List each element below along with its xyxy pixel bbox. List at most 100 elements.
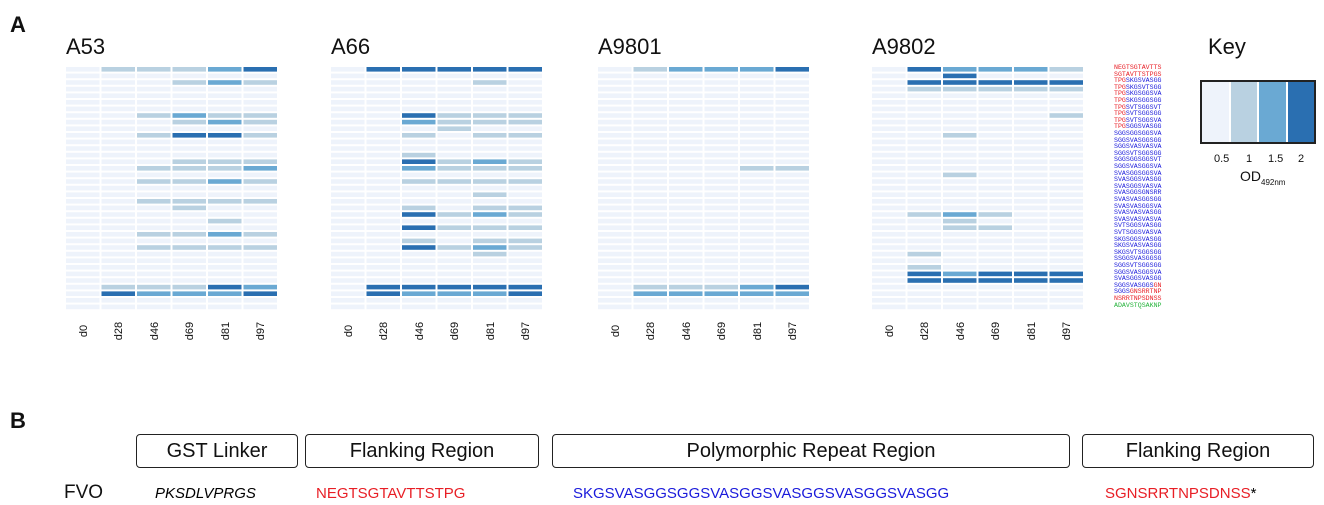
heatmap-cell <box>331 159 365 164</box>
heatmap-cell <box>437 100 471 105</box>
heatmap-cell <box>872 185 906 191</box>
peptide-label: SVASVASGGSVA <box>1114 202 1162 210</box>
heatmap-cell <box>508 119 542 125</box>
heatmap-cell <box>366 278 400 283</box>
heatmap-cell <box>907 205 941 211</box>
x-tick-label: d46 <box>680 321 693 341</box>
heatmap-cell <box>775 205 809 211</box>
box-flanking-region-2: Flanking Region <box>1082 434 1314 468</box>
heatmap-cell <box>473 80 507 85</box>
heatmap-cell <box>473 166 507 171</box>
heatmap-cell <box>366 304 400 310</box>
heatmap-cell <box>243 93 277 98</box>
heatmap-cell <box>1014 100 1048 105</box>
heatmap-cell <box>437 119 471 125</box>
peptide-label: SGGSGGSGGSVA <box>1114 130 1162 137</box>
heatmap-cell <box>473 199 507 204</box>
heatmap-cell <box>598 212 632 217</box>
heatmap-cell <box>208 238 242 244</box>
heatmap-cell <box>473 265 507 270</box>
heatmap-cell <box>402 251 436 257</box>
heatmap-cell <box>243 166 277 171</box>
heatmap-cell <box>137 80 171 85</box>
heatmap-cell <box>633 100 667 105</box>
heatmap-cell <box>1014 119 1048 125</box>
heatmap-cell <box>508 113 542 118</box>
heatmap-cell <box>872 106 906 112</box>
heatmap-cell <box>243 284 277 290</box>
heatmap-cell <box>366 166 400 171</box>
heatmap-cell <box>437 86 471 92</box>
heatmap-cell <box>437 284 471 290</box>
heatmap-cell <box>907 172 941 178</box>
heatmap-cell <box>208 271 242 277</box>
heatmap-cell <box>669 278 703 283</box>
heatmap-cell <box>402 212 436 217</box>
heatmap-cell <box>243 245 277 250</box>
heatmap-cell <box>872 73 906 79</box>
heatmap-cell <box>1049 159 1083 164</box>
x-tick-label: d81 <box>1025 321 1038 341</box>
heatmap-cell <box>208 251 242 257</box>
heatmap-cell <box>943 212 977 217</box>
heatmap-cell <box>1049 113 1083 118</box>
heatmap-cell <box>740 119 774 125</box>
peptide-label: SVASGGSGNSRR <box>1114 189 1162 197</box>
heatmap-cell <box>704 225 738 230</box>
heatmap-cell <box>872 304 906 310</box>
heatmap-cell <box>775 199 809 204</box>
heatmap-grid <box>598 67 809 310</box>
heatmap-cell <box>1049 192 1083 197</box>
heatmap-cell <box>978 159 1012 164</box>
heatmap-grid <box>872 67 1083 310</box>
heatmap-cell <box>66 212 100 217</box>
heatmap-cell <box>172 284 206 290</box>
heatmap-cell <box>943 218 977 224</box>
heatmap-cell <box>66 218 100 224</box>
heatmap-cell <box>1014 146 1048 151</box>
seq-flanking-1: NEGTSGTAVTTSTPG <box>316 485 466 502</box>
heatmap-cell <box>740 159 774 164</box>
heatmap-cell <box>943 271 977 277</box>
heatmap-cell <box>331 199 365 204</box>
heatmap-cell <box>633 106 667 112</box>
peptide-label-repeat-part: SGGSVASGG <box>1125 123 1162 131</box>
heatmap-cell <box>978 225 1012 230</box>
seq-gst-linker: PKSDLVPRGS <box>155 485 256 502</box>
heatmap-cell <box>943 258 977 263</box>
heatmap-cell <box>66 291 100 296</box>
key-axis-label-main: OD <box>1240 168 1261 184</box>
heatmap-cell <box>1049 258 1083 263</box>
heatmap-cell <box>172 258 206 263</box>
heatmap-cell <box>172 199 206 204</box>
heatmap-cell <box>331 212 365 217</box>
heatmap-cell <box>172 73 206 79</box>
heatmap-cell <box>208 67 242 72</box>
heatmap-cell <box>508 251 542 257</box>
heatmap-cell <box>740 291 774 296</box>
heatmap-cell <box>978 146 1012 151</box>
heatmap-cell <box>1014 126 1048 131</box>
heatmap-cell <box>907 139 941 145</box>
heatmap-cell <box>598 258 632 263</box>
heatmap-cell <box>366 73 400 79</box>
heatmap-cell <box>669 298 703 303</box>
heatmap-cell <box>137 67 171 72</box>
heatmap-cell <box>508 93 542 98</box>
heatmap-cell <box>1014 179 1048 184</box>
heatmap-cell <box>740 113 774 118</box>
heatmap-cell <box>978 251 1012 257</box>
heatmap-cell <box>172 278 206 283</box>
heatmap-cell <box>598 245 632 250</box>
heatmap-cell <box>437 199 471 204</box>
heatmap-cell <box>402 67 436 72</box>
heatmap-cell <box>943 133 977 138</box>
heatmap-cell <box>978 119 1012 125</box>
heatmap-cell <box>331 304 365 310</box>
heatmap-cell <box>1014 251 1048 257</box>
heatmap-cell <box>331 265 365 270</box>
heatmap-cell <box>740 139 774 145</box>
heatmap-cell <box>775 139 809 145</box>
heatmap-cell <box>66 100 100 105</box>
heatmap-cell <box>66 93 100 98</box>
